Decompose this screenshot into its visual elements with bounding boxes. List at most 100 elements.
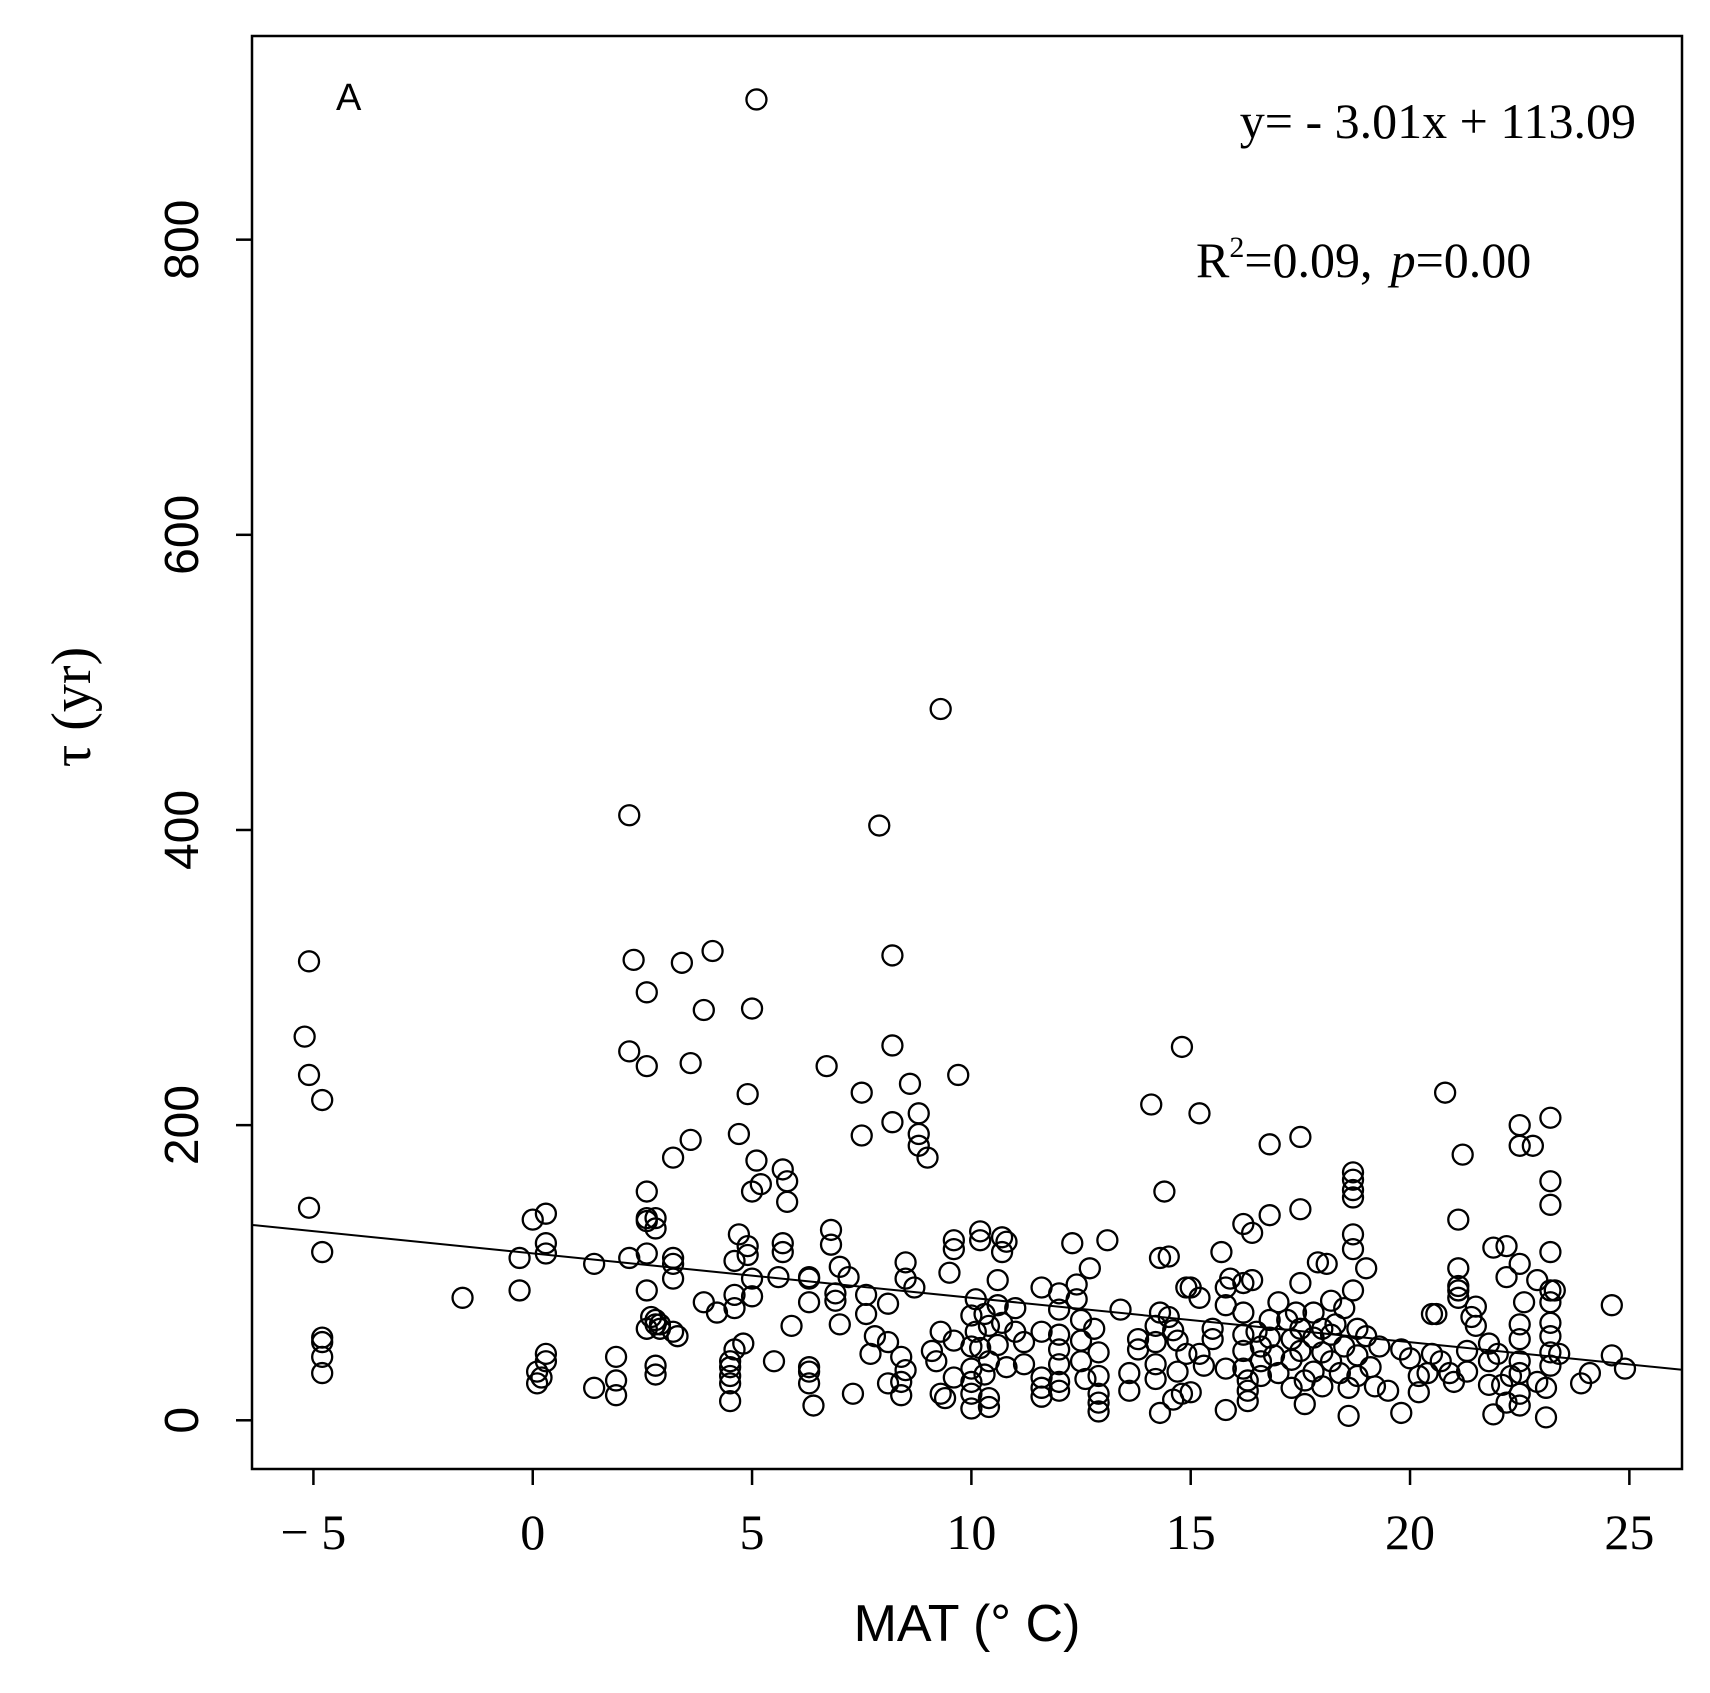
data-point (841, 1382, 865, 1405)
data-point (718, 1372, 742, 1395)
data-point (618, 1040, 641, 1063)
data-point (740, 1285, 764, 1308)
data-point (890, 1370, 913, 1394)
data-point (1451, 1143, 1474, 1166)
data-point (718, 1389, 742, 1413)
data-point (727, 1122, 751, 1146)
data-point (1047, 1353, 1071, 1376)
data-point (995, 1230, 1018, 1253)
data-point (1376, 1379, 1400, 1402)
data-point (661, 1267, 685, 1290)
data-point (740, 1267, 764, 1290)
data-point (1109, 1298, 1132, 1321)
y-tick-label: 400 (156, 790, 209, 870)
x-tick-label: 15 (1166, 1504, 1216, 1560)
data-point (635, 1180, 658, 1203)
data-point (1578, 1361, 1602, 1385)
data-point (1153, 1180, 1176, 1203)
data-point (903, 1276, 926, 1299)
data-point (508, 1246, 531, 1270)
data-point (1047, 1338, 1071, 1361)
data-point (1341, 1279, 1365, 1302)
data-point (995, 1356, 1018, 1379)
data-point (771, 1240, 794, 1264)
data-point (964, 1320, 987, 1343)
data-point (907, 1122, 930, 1146)
data-point (740, 997, 764, 1020)
data-point (1214, 1357, 1237, 1380)
data-point (797, 1267, 821, 1290)
data-point (960, 1397, 983, 1420)
data-point (1284, 1301, 1308, 1324)
data-point (1267, 1291, 1290, 1314)
data-point (942, 1366, 965, 1389)
y-tick-label: 200 (156, 1085, 209, 1165)
data-point (1118, 1379, 1141, 1402)
data-point (1341, 1237, 1365, 1261)
data-point (890, 1384, 913, 1407)
data-point (1355, 1257, 1378, 1280)
data-point (1341, 1223, 1365, 1246)
data-point (1258, 1204, 1281, 1227)
data-point (960, 1335, 983, 1358)
data-point (1420, 1302, 1444, 1326)
data-point (311, 1326, 334, 1349)
data-point (942, 1229, 965, 1252)
data-point (1508, 1113, 1531, 1137)
data-point (876, 1330, 900, 1354)
data-point (990, 1240, 1014, 1264)
data-point (1464, 1295, 1487, 1318)
data-point (311, 1345, 334, 1368)
r2-prefix: R (1196, 232, 1230, 288)
data-point (1477, 1373, 1501, 1397)
data-point (907, 1102, 930, 1125)
data-point (297, 1063, 321, 1087)
data-point (1398, 1347, 1422, 1370)
data-point (534, 1342, 558, 1366)
data-point (771, 1158, 794, 1181)
data-point (1508, 1382, 1531, 1405)
data-point (1407, 1381, 1430, 1404)
x-tick-label: 5 (740, 1504, 765, 1560)
data-point (749, 1173, 772, 1196)
data-point (802, 1394, 825, 1417)
data-point (679, 1052, 702, 1075)
data-point (745, 1149, 768, 1172)
data-point (1188, 1286, 1211, 1309)
data-point (916, 1146, 939, 1169)
data-point (894, 1358, 917, 1382)
data-point (1087, 1341, 1110, 1364)
data-point (1232, 1271, 1255, 1295)
data-point (1486, 1342, 1509, 1366)
data-point (311, 1240, 334, 1264)
data-point (1433, 1081, 1457, 1104)
data-point (1210, 1240, 1233, 1264)
data-point (1548, 1342, 1571, 1366)
data-point (311, 1330, 334, 1354)
data-point (534, 1202, 558, 1225)
data-point (1262, 1344, 1286, 1367)
data-point (1069, 1350, 1093, 1373)
data-point (644, 1354, 667, 1377)
data-point (1447, 1286, 1470, 1309)
data-point (1407, 1364, 1430, 1388)
data-point (1447, 1208, 1470, 1231)
data-point (1201, 1327, 1224, 1351)
data-point (1280, 1376, 1303, 1399)
data-point (723, 1249, 746, 1273)
data-point (1236, 1389, 1259, 1413)
data-point (745, 88, 768, 111)
data-point (1495, 1235, 1518, 1258)
data-point (644, 1363, 667, 1386)
data-point (1425, 1302, 1448, 1326)
data-point (881, 944, 904, 967)
data-point (876, 1292, 900, 1315)
data-point (960, 1382, 983, 1405)
data-point (819, 1233, 843, 1256)
data-point (618, 804, 641, 827)
data-point (1087, 1391, 1110, 1414)
data-point (1508, 1394, 1531, 1417)
data-point (1087, 1400, 1110, 1423)
data-point (1232, 1323, 1255, 1346)
data-point (1289, 1271, 1312, 1295)
